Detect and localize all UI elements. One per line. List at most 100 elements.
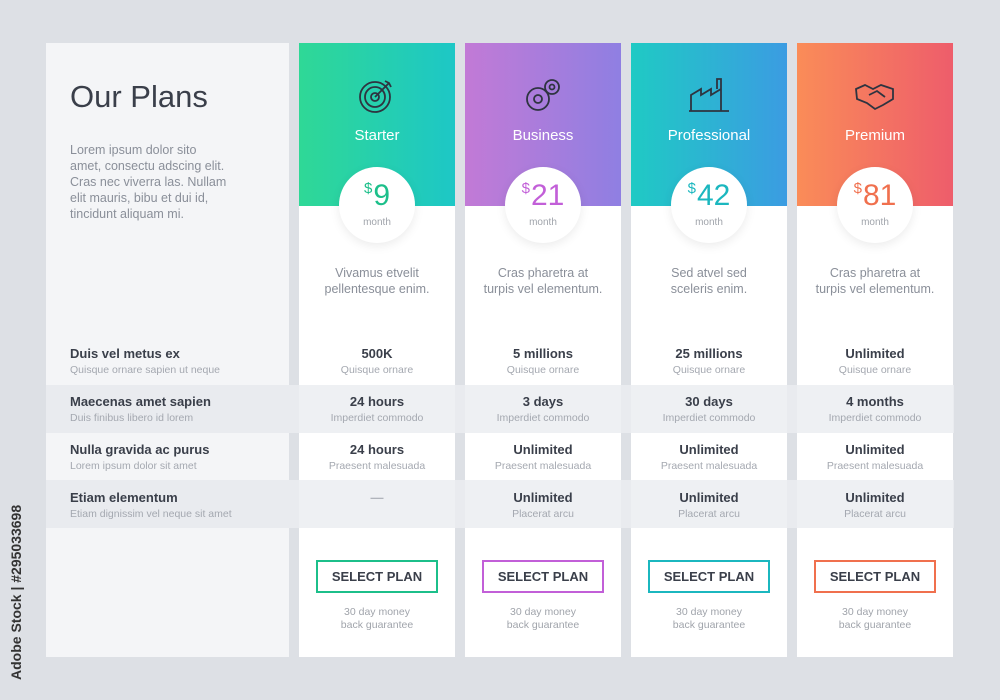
value-title: Unlimited: [845, 490, 905, 505]
feature-subtitle: Quisque ornare sapien ut neque: [70, 364, 221, 376]
guarantee-text: 30 day money back guarantee: [631, 606, 787, 632]
select-plan-button-professional[interactable]: SELECT PLAN: [648, 560, 770, 593]
target-icon: [359, 80, 392, 113]
plan-feature-value: 25 millions Quisque ornare: [631, 346, 787, 376]
currency: $: [853, 180, 862, 197]
plan-feature-value: 5 millions Quisque ornare: [465, 346, 621, 376]
page-title: Our Plans: [70, 79, 208, 114]
plan-name: Professional: [667, 127, 751, 144]
plan-name: Starter: [354, 127, 400, 144]
currency: $: [363, 180, 373, 197]
price: $21: [505, 179, 581, 213]
value-subtitle: Placerat arcu: [512, 508, 574, 520]
price-period: month: [363, 217, 391, 228]
value-title: 24 hours: [349, 394, 405, 409]
price-period: month: [861, 217, 889, 228]
row-band: [46, 385, 289, 433]
feature-subtitle: Lorem ipsum dolor sit amet: [70, 460, 197, 472]
row-band: [631, 480, 787, 528]
plan-feature-value: Unlimited Placerat arcu: [631, 490, 787, 520]
plan-header: Starter: [299, 43, 455, 206]
price-badge: $81 month: [837, 167, 913, 243]
plan-card-premium: Premium $81 month Cras pharetra at turpi…: [797, 43, 953, 657]
factory-icon: [689, 78, 729, 112]
row-band: [631, 385, 787, 433]
value-subtitle: Imperdiet commodo: [662, 412, 756, 424]
plan-card-business: Business $21 month Cras pharetra at turp…: [465, 43, 621, 657]
select-plan-button-premium[interactable]: SELECT PLAN: [814, 560, 936, 593]
plan-name: Business: [512, 127, 574, 144]
plan-feature-value: 500K Quisque ornare: [299, 346, 455, 376]
plan-description: Sed atvel sed sceleris enim.: [670, 266, 748, 296]
value-title: 30 days: [685, 394, 733, 409]
row-band: [797, 480, 953, 528]
row-band: [299, 385, 455, 433]
intro-text: Lorem ipsum dolor sito amet, consectu ad…: [70, 143, 227, 221]
price-badge: $42 month: [671, 167, 747, 243]
currency: $: [687, 180, 696, 197]
feature-subtitle: Etiam dignissim vel neque sit amet: [70, 508, 232, 520]
value-subtitle: Placerat arcu: [844, 508, 906, 520]
value-subtitle: Praesent malesuada: [328, 460, 426, 472]
plan-description: Cras pharetra at turpis vel elementum.: [483, 266, 603, 296]
feature-title: Maecenas amet sapien: [70, 394, 211, 409]
value-title: 4 months: [846, 394, 904, 409]
plan-feature-value: Unlimited Praesent malesuada: [797, 442, 953, 472]
select-plan-button-business[interactable]: SELECT PLAN: [482, 560, 604, 593]
plan-feature-value: Unlimited Quisque ornare: [797, 346, 953, 376]
value-title: Unlimited: [845, 442, 905, 457]
feature-title: Duis vel metus ex: [70, 346, 180, 361]
watermark: Adobe Stock | #295033698: [8, 504, 24, 680]
value-subtitle: Imperdiet commodo: [828, 412, 922, 424]
plan-feature-value: 4 months Imperdiet commodo: [797, 394, 953, 424]
plan-feature-value: 3 days Imperdiet commodo: [465, 394, 621, 424]
value-subtitle: Imperdiet commodo: [496, 412, 590, 424]
plan-description: Vivamus etvelit pellentesque enim.: [324, 266, 430, 296]
plan-description: Cras pharetra at turpis vel elementum.: [815, 266, 935, 296]
guarantee-label: 30 day money back guarantee: [506, 606, 580, 631]
feature-row-label: Etiam elementum Etiam dignissim vel nequ…: [70, 490, 232, 520]
row-band: [46, 480, 289, 528]
value-subtitle: Quisque ornare: [672, 364, 746, 376]
value-subtitle: Quisque ornare: [838, 364, 912, 376]
currency: $: [521, 180, 530, 197]
value-title: 25 millions: [675, 346, 743, 361]
plan-feature-value: 24 hours Imperdiet commodo: [299, 394, 455, 424]
plan-card-professional: Professional $42 month Sed atvel sed sce…: [631, 43, 787, 657]
plan-feature-value: 24 hours Praesent malesuada: [299, 442, 455, 472]
value-subtitle: Imperdiet commodo: [330, 412, 424, 424]
feature-row-label: Maecenas amet sapien Duis finibus libero…: [70, 394, 211, 424]
price: $42: [671, 179, 747, 213]
feature-subtitle: Duis finibus libero id lorem: [70, 412, 194, 424]
value-title: Unlimited: [513, 442, 573, 457]
price-period: month: [695, 217, 723, 228]
row-band: [797, 385, 953, 433]
value-title: 24 hours: [349, 442, 405, 457]
feature-title: Etiam elementum: [70, 490, 178, 505]
plan-feature-value: Unlimited Praesent malesuada: [465, 442, 621, 472]
price-period: month: [529, 217, 557, 228]
feature-row-label: Nulla gravida ac purus Lorem ipsum dolor…: [70, 442, 209, 472]
plan-feature-value: Unlimited Praesent malesuada: [631, 442, 787, 472]
plan-feature-value: Unlimited Placerat arcu: [465, 490, 621, 520]
price-amount: 42: [696, 179, 731, 212]
row-band: [299, 480, 455, 528]
price-amount: 21: [530, 179, 565, 212]
guarantee-label: 30 day money back guarantee: [672, 606, 746, 631]
guarantee-text: 30 day money back guarantee: [465, 606, 621, 632]
feature-row-label: Duis vel metus ex Quisque ornare sapien …: [70, 346, 220, 376]
select-plan-button-starter[interactable]: SELECT PLAN: [316, 560, 438, 593]
value-subtitle: Placerat arcu: [678, 508, 740, 520]
value-title: 3 days: [522, 394, 564, 409]
plan-feature-value: 30 days Imperdiet commodo: [631, 394, 787, 424]
gears-icon: [526, 79, 560, 111]
feature-title: Nulla gravida ac purus: [70, 442, 210, 457]
handshake-icon: [855, 84, 894, 111]
value-subtitle: Praesent malesuada: [660, 460, 758, 472]
price: $81: [837, 179, 913, 213]
plan-feature-value: Unlimited Placerat arcu: [797, 490, 953, 520]
price-badge: $21 month: [505, 167, 581, 243]
value-subtitle: Praesent malesuada: [494, 460, 592, 472]
price-badge: $9 month: [339, 167, 415, 243]
guarantee-text: 30 day money back guarantee: [299, 606, 455, 632]
